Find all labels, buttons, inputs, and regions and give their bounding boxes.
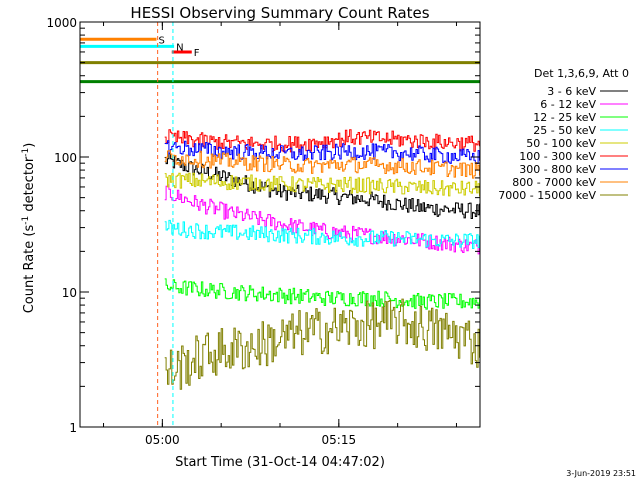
series-line-2 <box>164 184 480 255</box>
series-line-7 <box>164 140 480 164</box>
plot-area: SNFFD1FD2RD0RD6 <box>80 22 480 427</box>
legend-label-8: 800 - 7000 keV <box>512 176 596 189</box>
axes: 05:00 05:15 1 10 100 1000 <box>46 16 480 447</box>
series-line-4 <box>164 219 480 249</box>
x-tick-label-2: 05:15 <box>322 433 357 447</box>
segment-label-s: S <box>158 35 164 46</box>
series-line-1 <box>164 152 480 219</box>
y-axis-label: Count Rate (s-1 detector-1) <box>21 143 37 314</box>
y-label-sup2: -1 <box>21 148 31 157</box>
legend-label-3: 12 - 25 keV <box>533 111 596 124</box>
legend-title: Det 1,3,6,9, Att 0 <box>534 67 629 80</box>
legend-label-1: 3 - 6 keV <box>547 85 596 98</box>
legend-label-6: 100 - 300 keV <box>519 150 596 163</box>
x-axis-label: Start Time (31-Oct-14 04:47:02) <box>175 455 385 470</box>
y-label-sup1: -1 <box>21 216 31 225</box>
footer-stamp: 3-Jun-2019 23:51 <box>566 469 636 478</box>
legend-label-2: 6 - 12 keV <box>540 98 596 111</box>
plot-content: SNFFD1FD2RD0RD6 <box>80 22 480 427</box>
chart-title: HESSI Observing Summary Count Rates <box>130 4 429 22</box>
y-label-end: ) <box>22 143 37 148</box>
series-line-8 <box>164 150 480 179</box>
legend-label-9: 7000 - 15000 keV <box>498 189 596 202</box>
legend-label-5: 50 - 100 keV <box>526 137 596 150</box>
x-tick-label-1: 05:00 <box>145 433 180 447</box>
series-line-9 <box>164 298 480 390</box>
legend-label-4: 25 - 50 keV <box>533 124 596 137</box>
y-label-mid: detector <box>22 156 37 216</box>
y-tick-label-2: 10 <box>62 286 77 300</box>
series-line-3 <box>164 278 480 310</box>
series-line-6 <box>164 129 480 153</box>
y-tick-label-1: 1 <box>69 421 77 435</box>
y-tick-label-3: 100 <box>54 151 77 165</box>
series-line-5 <box>164 172 480 197</box>
y-tick-label-4: 1000 <box>46 16 77 30</box>
segment-label-n: N <box>176 42 183 53</box>
segment-label-f: F <box>194 48 200 59</box>
legend-label-7: 300 - 800 keV <box>519 163 596 176</box>
y-label-main: Count Rate (s <box>22 225 37 314</box>
